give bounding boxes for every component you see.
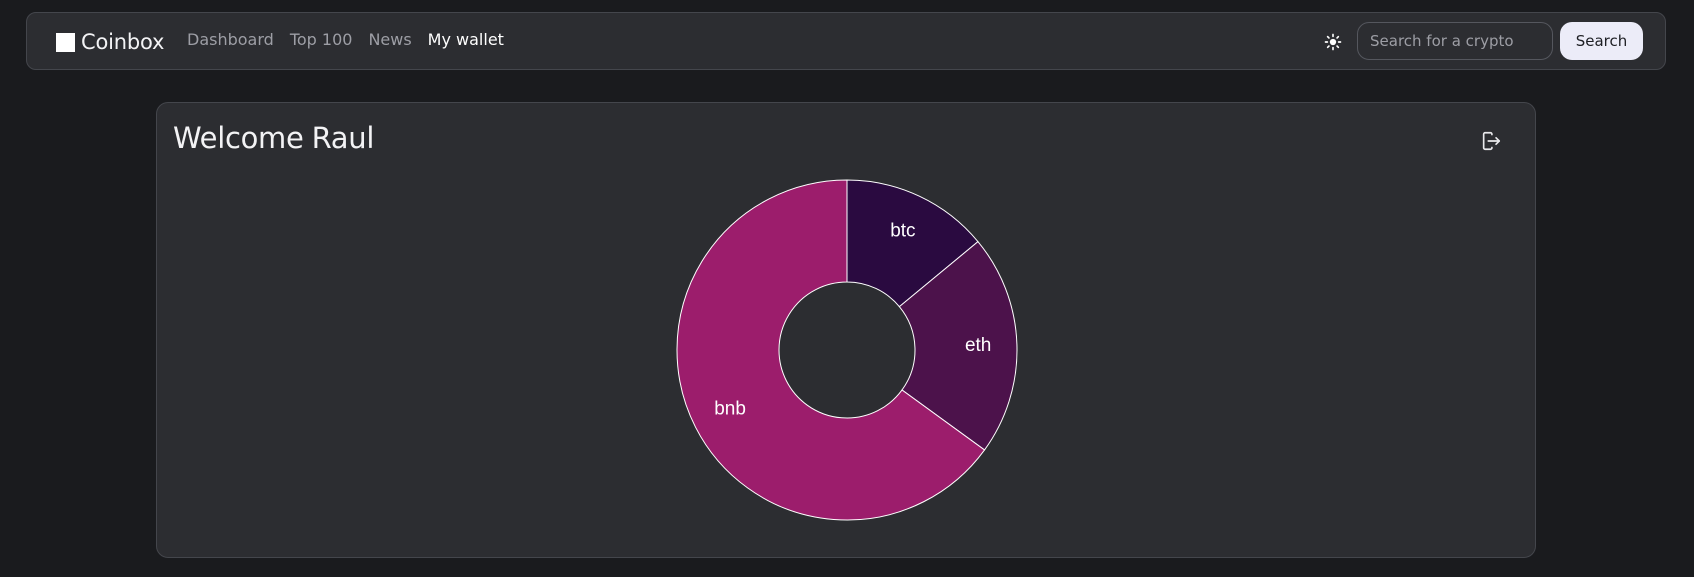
main-nav: Dashboard Top 100 News My wallet xyxy=(187,30,520,49)
brand-name: Coinbox xyxy=(81,30,165,54)
wallet-donut-chart: btc eth bnb xyxy=(676,179,1018,521)
theme-toggle-button[interactable] xyxy=(1320,29,1346,55)
logout-button[interactable] xyxy=(1477,127,1505,155)
slice-btc[interactable] xyxy=(846,179,979,308)
slice-eth[interactable] xyxy=(898,240,1018,451)
nav-news[interactable]: News xyxy=(368,30,412,49)
wallet-card: Welcome Raul btc eth bnb xyxy=(156,102,1536,558)
logout-icon xyxy=(1482,131,1501,151)
slice-label-bnb: bnb xyxy=(714,399,746,420)
nav-top-100[interactable]: Top 100 xyxy=(289,30,353,49)
brand-logo-icon xyxy=(56,32,75,52)
nav-dashboard[interactable]: Dashboard xyxy=(187,30,274,49)
sun-icon xyxy=(1324,33,1342,51)
brand[interactable]: Coinbox xyxy=(56,28,164,56)
slice-bnb[interactable] xyxy=(676,179,986,521)
top-navbar: Coinbox Dashboard Top 100 News My wallet… xyxy=(26,12,1666,70)
search-button[interactable]: Search xyxy=(1560,22,1643,60)
page-title: Welcome Raul xyxy=(173,121,374,155)
search-input[interactable] xyxy=(1357,22,1553,60)
greeting-text: Welcome xyxy=(173,121,304,155)
nav-my-wallet[interactable]: My wallet xyxy=(427,30,504,49)
slice-label-eth: eth xyxy=(965,335,991,356)
slice-label-btc: btc xyxy=(890,220,915,241)
user-name: Raul xyxy=(311,121,375,155)
